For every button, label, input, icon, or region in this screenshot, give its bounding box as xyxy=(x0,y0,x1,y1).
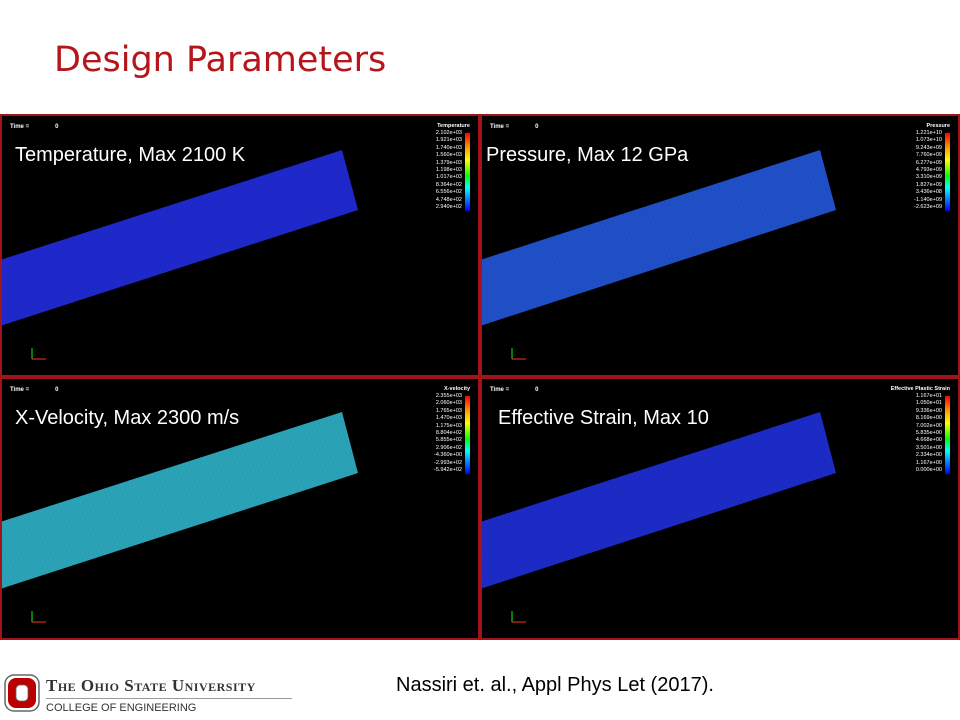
legend-value: 1.198e+03 xyxy=(435,166,462,173)
axis-triad-icon xyxy=(31,611,46,623)
axis-triad-icon xyxy=(511,611,526,623)
legend-value: 1.921e+03 xyxy=(435,137,462,144)
legend-value: 1.221e+10 xyxy=(915,130,942,136)
legend-color-bar xyxy=(945,396,950,474)
legend-value: 1.175e+03 xyxy=(435,422,462,429)
legend-color-bar xyxy=(465,396,470,474)
legend-value: 3.310e+09 xyxy=(915,174,942,181)
college-name: COLLEGE OF ENGINEERING xyxy=(46,702,197,714)
legend-value: 2.060e+03 xyxy=(435,400,462,407)
panel-effective-strain: Time = 0 Effective Strain, Max 10 Effecti… xyxy=(480,377,960,640)
legend-value: 1.765e+03 xyxy=(435,407,462,414)
time-readout: Time = 0 xyxy=(10,387,59,393)
panel-x-velocity: Time = 0 X-Velocity, Max 2300 m/s X-veloc… xyxy=(0,377,480,640)
panel-caption: Effective Strain, Max 10 xyxy=(498,407,709,429)
color-legend: Effective Plastic Strain 1.167e+01 1.050e… xyxy=(891,385,950,474)
university-name: The Ohio State University xyxy=(46,676,256,695)
axis-triad-icon xyxy=(31,348,46,360)
legend-value: 8.804e+02 xyxy=(435,429,462,436)
legend-value: -5.942e+02 xyxy=(434,466,462,473)
legend-value: 3.501e+00 xyxy=(915,444,942,451)
legend-value: 1.050e+01 xyxy=(915,400,942,407)
legend-value: -2.623e+09 xyxy=(914,203,942,210)
color-legend: Pressure 1.221e+10 1.073e+10 9.243e+09 7.76… xyxy=(914,122,950,211)
legend-value: -2.993e+02 xyxy=(434,459,462,466)
citation: Nassiri et. al., Appl Phys Let (2017). xyxy=(396,674,714,696)
legend-color-bar xyxy=(945,133,950,211)
legend-value: 8.364e+02 xyxy=(435,181,462,188)
legend-title: Temperature xyxy=(437,123,470,129)
legend-value: 2.940e+02 xyxy=(435,203,462,210)
legend-value: 7.760e+09 xyxy=(915,152,942,159)
specimen-band-texture xyxy=(482,412,836,589)
legend-value: 2.355e+03 xyxy=(435,393,462,399)
time-readout: Time = 0 xyxy=(10,124,59,130)
panel-caption: Pressure, Max 12 GPa xyxy=(486,144,689,166)
band-pressure xyxy=(482,150,836,360)
legend-value: 9.243e+09 xyxy=(915,144,942,151)
legend-title: X-velocity xyxy=(444,386,470,392)
band-x-velocity xyxy=(2,412,358,623)
axis-triad-icon xyxy=(511,348,526,360)
panel-pressure: Time = 0 Pressure, Max 12 GPa Pressure 1.… xyxy=(480,114,960,377)
legend-value: -4.360e+00 xyxy=(434,452,462,459)
color-legend: Temperature 2.102e+03 1.921e+03 1.740e+03 1… xyxy=(436,122,470,211)
legend-value: -1.140e+09 xyxy=(914,196,942,203)
legend-value: 9.336e+00 xyxy=(915,407,942,414)
legend-value: 1.167e+00 xyxy=(915,459,942,466)
legend-value: 7.002e+00 xyxy=(915,422,942,429)
panel-caption: Temperature, Max 2100 K xyxy=(15,144,246,166)
legend-value: 5.835e+00 xyxy=(915,429,942,436)
legend-value: 4.793e+09 xyxy=(915,166,942,173)
simulation-grid: Time = 0 Temperature, Max 2100 K Temperat… xyxy=(0,114,960,640)
legend-value: 3.436e+08 xyxy=(915,189,942,196)
legend-value: 8.169e+00 xyxy=(915,415,942,422)
legend-value: 1.470e+03 xyxy=(435,415,462,422)
band-effective-strain xyxy=(482,412,836,623)
legend-title: Effective Plastic Strain xyxy=(890,386,950,392)
time-readout: Time = 0 xyxy=(490,387,539,393)
legend-value: 0.000e+00 xyxy=(915,466,942,473)
specimen-band-texture xyxy=(482,150,836,326)
footer-divider xyxy=(46,698,292,699)
legend-value: 1.167e+01 xyxy=(915,393,942,399)
logo-hole xyxy=(15,684,29,702)
legend-value: 5.855e+02 xyxy=(435,437,462,444)
legend-value: 4.668e+00 xyxy=(915,437,942,444)
legend-value: 1.379e+03 xyxy=(435,159,462,166)
legend-value: 1.740e+03 xyxy=(435,144,462,151)
slide-title: Design Parameters xyxy=(54,40,387,80)
legend-value: 2.906e+02 xyxy=(435,444,462,451)
legend-value: 1.017e+03 xyxy=(435,174,462,181)
legend-value: 1.560e+03 xyxy=(435,152,462,159)
legend-value: 1.827e+09 xyxy=(915,181,942,188)
legend-value: 6.556e+02 xyxy=(435,189,462,196)
specimen-band-texture xyxy=(2,150,358,326)
legend-value: 1.073e+10 xyxy=(915,137,942,144)
panel-caption: X-Velocity, Max 2300 m/s xyxy=(15,407,240,429)
legend-color-bar xyxy=(465,133,470,211)
color-legend: X-velocity 2.355e+03 2.060e+03 1.765e+03 1.… xyxy=(434,385,470,474)
panel-temperature: Time = 0 Temperature, Max 2100 K Temperat… xyxy=(0,114,480,377)
legend-value: 6.277e+09 xyxy=(915,159,942,166)
band-temperature xyxy=(2,150,358,360)
specimen-band-texture xyxy=(2,412,358,589)
legend-value: 2.334e+00 xyxy=(915,452,942,459)
block-o-logo xyxy=(4,674,40,712)
legend-value: 2.102e+03 xyxy=(435,130,462,136)
time-readout: Time = 0 xyxy=(490,124,539,130)
legend-value: 4.748e+02 xyxy=(435,196,462,203)
legend-title: Pressure xyxy=(926,123,950,129)
